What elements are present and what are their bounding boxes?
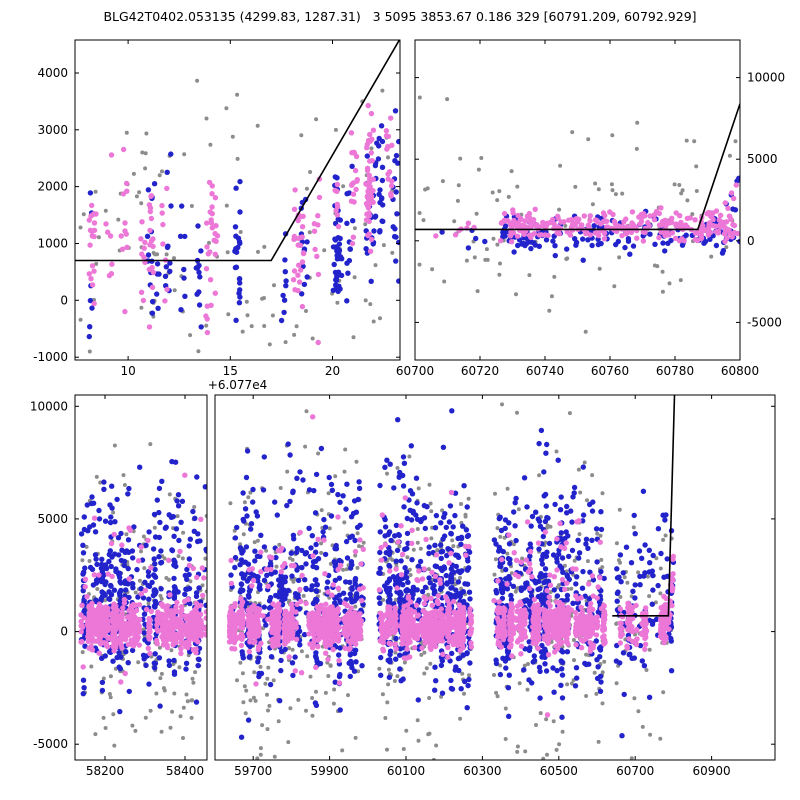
x-tick-label: 60100 [387, 764, 425, 778]
x-tick-label: 59700 [234, 764, 272, 778]
panel-zoom-wide-points-pink [433, 182, 740, 245]
panel-full-lightcurve-xaxis-1: 59700 59900 60100 60300 60500 60700 60900 [214, 394, 776, 778]
panel-zoom-wide-yaxis: -5000 0 5000 10000 [415, 71, 785, 329]
y-tick-label: 4000 [37, 66, 68, 80]
x-tick-label: 20 [325, 364, 340, 378]
y-tick-label: 5000 [747, 152, 778, 166]
panel-full-lightcurve-model-line [612, 395, 676, 617]
x-tick-label: 60720 [461, 364, 499, 378]
y-tick-label: -5000 [747, 315, 782, 329]
panel-zoom-wide-model-line [415, 103, 740, 231]
x-tick-label: 60780 [656, 364, 694, 378]
x-tick-label: 60900 [693, 764, 731, 778]
x-tick-label: 58400 [166, 764, 204, 778]
x-tick-label: 10 [120, 364, 135, 378]
x-tick-label: 60740 [526, 364, 564, 378]
x-offset-label: +6.077e4 [208, 378, 267, 392]
x-tick-label: 60760 [591, 364, 629, 378]
panel-zoom-wide-points-gray [417, 95, 738, 334]
panel-zoom-recent-points-pink [86, 102, 395, 346]
y-tick-label: 3000 [37, 123, 68, 137]
panel-zoom-recent-points-blue [86, 108, 400, 340]
x-tick-label: 60300 [463, 764, 501, 778]
y-tick-label: 0 [60, 625, 68, 639]
y-tick-label: 2000 [37, 180, 68, 194]
panel-zoom-recent-xaxis-0: 10 15 20 [74, 39, 401, 378]
panel-full-lightcurve-points-blue [228, 408, 677, 740]
panel-zoom-recent-yaxis: -1000 0 1000 2000 3000 4000 [33, 66, 400, 364]
panel-zoom-recent-model-line [75, 40, 400, 262]
y-tick-label: 10000 [30, 399, 68, 413]
panel-full-lightcurve-points-pink [226, 414, 676, 718]
y-tick-label: 5000 [37, 512, 68, 526]
x-tick-label: 60500 [540, 764, 578, 778]
y-tick-label: -5000 [33, 737, 68, 751]
panel-full-lightcurve-xaxis-0: 58200 58400 [74, 394, 208, 778]
panel-zoom-wide-xaxis-0: 60700 60720 60740 60760 60780 60800 [396, 39, 759, 378]
panel-full-lightcurve-points-gray [80, 442, 207, 748]
x-tick-label: 60800 [721, 364, 759, 378]
x-tick-label: 58200 [86, 764, 124, 778]
panel-full-lightcurve-points-pink [78, 472, 207, 685]
figure-title: BLG42T0402.053135 (4299.83, 1287.31) 3 5… [103, 9, 697, 24]
y-tick-label: 1000 [37, 237, 68, 251]
y-tick-label: 10000 [747, 71, 785, 85]
y-tick-label: 0 [60, 293, 68, 307]
x-tick-label: 60700 [396, 364, 434, 378]
y-tick-label: -1000 [33, 350, 68, 364]
panel-full-lightcurve-points-blue [78, 458, 207, 715]
x-tick-label: 15 [223, 364, 238, 378]
y-tick-label: 0 [747, 234, 755, 248]
x-tick-label: 60700 [616, 764, 654, 778]
panel-full-lightcurve-yaxis: -5000 0 5000 10000 [30, 399, 775, 751]
x-tick-label: 59900 [311, 764, 349, 778]
